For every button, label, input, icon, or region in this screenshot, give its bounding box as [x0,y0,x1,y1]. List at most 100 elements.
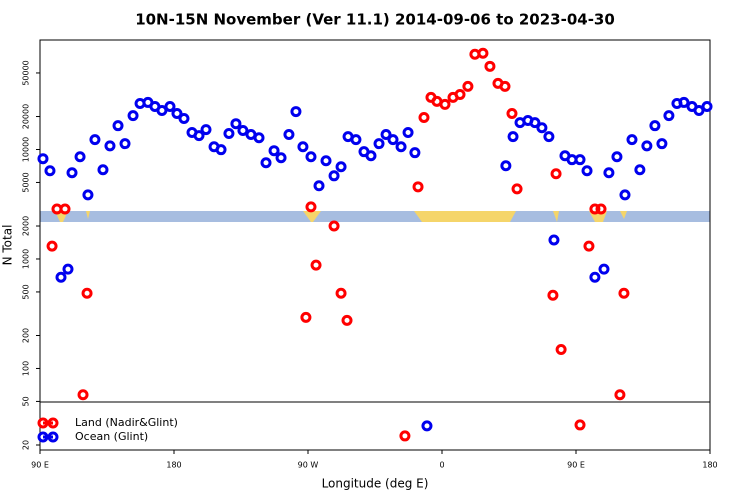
y-tick-label: 500 [22,284,31,299]
point [350,134,362,146]
point [253,132,265,144]
point [511,183,523,195]
point [260,157,272,169]
point [380,129,392,141]
point [164,100,176,112]
point [268,145,280,157]
point [305,151,317,163]
legend-label: Land (Nadir&Glint) [75,416,178,429]
point [104,140,116,152]
point [97,164,109,176]
point [44,165,56,177]
point [193,130,205,142]
point [328,220,340,232]
x-tick-label: 180 [702,461,717,470]
legend-marker [37,431,49,443]
point [409,147,421,159]
x-axis-label: Longitude (deg E) [322,477,429,491]
point [320,155,332,167]
point [439,98,451,110]
point [335,161,347,173]
point [55,271,67,283]
point [574,154,586,166]
y-tick-label: 200 [22,328,31,343]
point [550,168,562,180]
point [119,138,131,150]
point [341,314,353,326]
x-tick-label: 90 E [31,461,49,470]
x-tick-label: 0 [439,461,444,470]
point [500,160,512,172]
point [574,419,586,431]
point [701,100,713,112]
point [402,126,414,138]
point [156,105,168,117]
point [543,131,555,143]
point [581,165,593,177]
point [536,122,548,134]
point [548,234,560,246]
point [656,138,668,150]
point [626,134,638,146]
point [418,111,430,123]
point [462,80,474,92]
point [506,108,518,120]
land-mask [40,211,710,222]
point [387,134,399,146]
point [46,240,58,252]
y-axis-label: N Total [1,225,15,266]
legend-marker [37,417,49,429]
y-tick-label: 20 [22,440,31,450]
point [305,201,317,213]
point [82,189,94,201]
point [421,420,433,432]
point [89,134,101,146]
point [555,344,567,356]
point [171,108,183,120]
point [663,110,675,122]
point [589,203,601,215]
point [484,60,496,72]
y-tick-label: 5000 [22,172,31,192]
point [595,203,607,215]
point [290,106,302,118]
point [310,259,322,271]
point [614,389,626,401]
point [112,120,124,132]
point [77,389,89,401]
point [507,131,519,143]
point [589,271,601,283]
mask-ocean [40,211,710,222]
point [283,129,295,141]
point [583,240,595,252]
y-tick-label: 10000 [22,137,31,162]
point [477,47,489,59]
point [223,127,235,139]
point [399,430,411,442]
point [328,170,340,182]
legend-label: Ocean (Glint) [75,430,148,443]
point [693,105,705,117]
point [603,167,615,179]
point [641,140,653,152]
point [365,150,377,162]
point [74,151,86,163]
point [62,263,74,275]
point [649,120,661,132]
y-tick-label: 100 [22,361,31,376]
y-tick-label: 2000 [22,216,31,236]
plot-frame [39,39,711,451]
point [313,180,325,192]
legend-marker [47,417,59,429]
chart-title: 10N-15N November (Ver 11.1) 2014-09-06 t… [135,11,615,29]
point [373,138,385,150]
point [454,88,466,100]
point [275,152,287,164]
mask-land [55,211,627,222]
point [37,153,49,165]
point [81,287,93,299]
legend-marker [47,431,59,443]
point [66,167,78,179]
point [618,287,630,299]
